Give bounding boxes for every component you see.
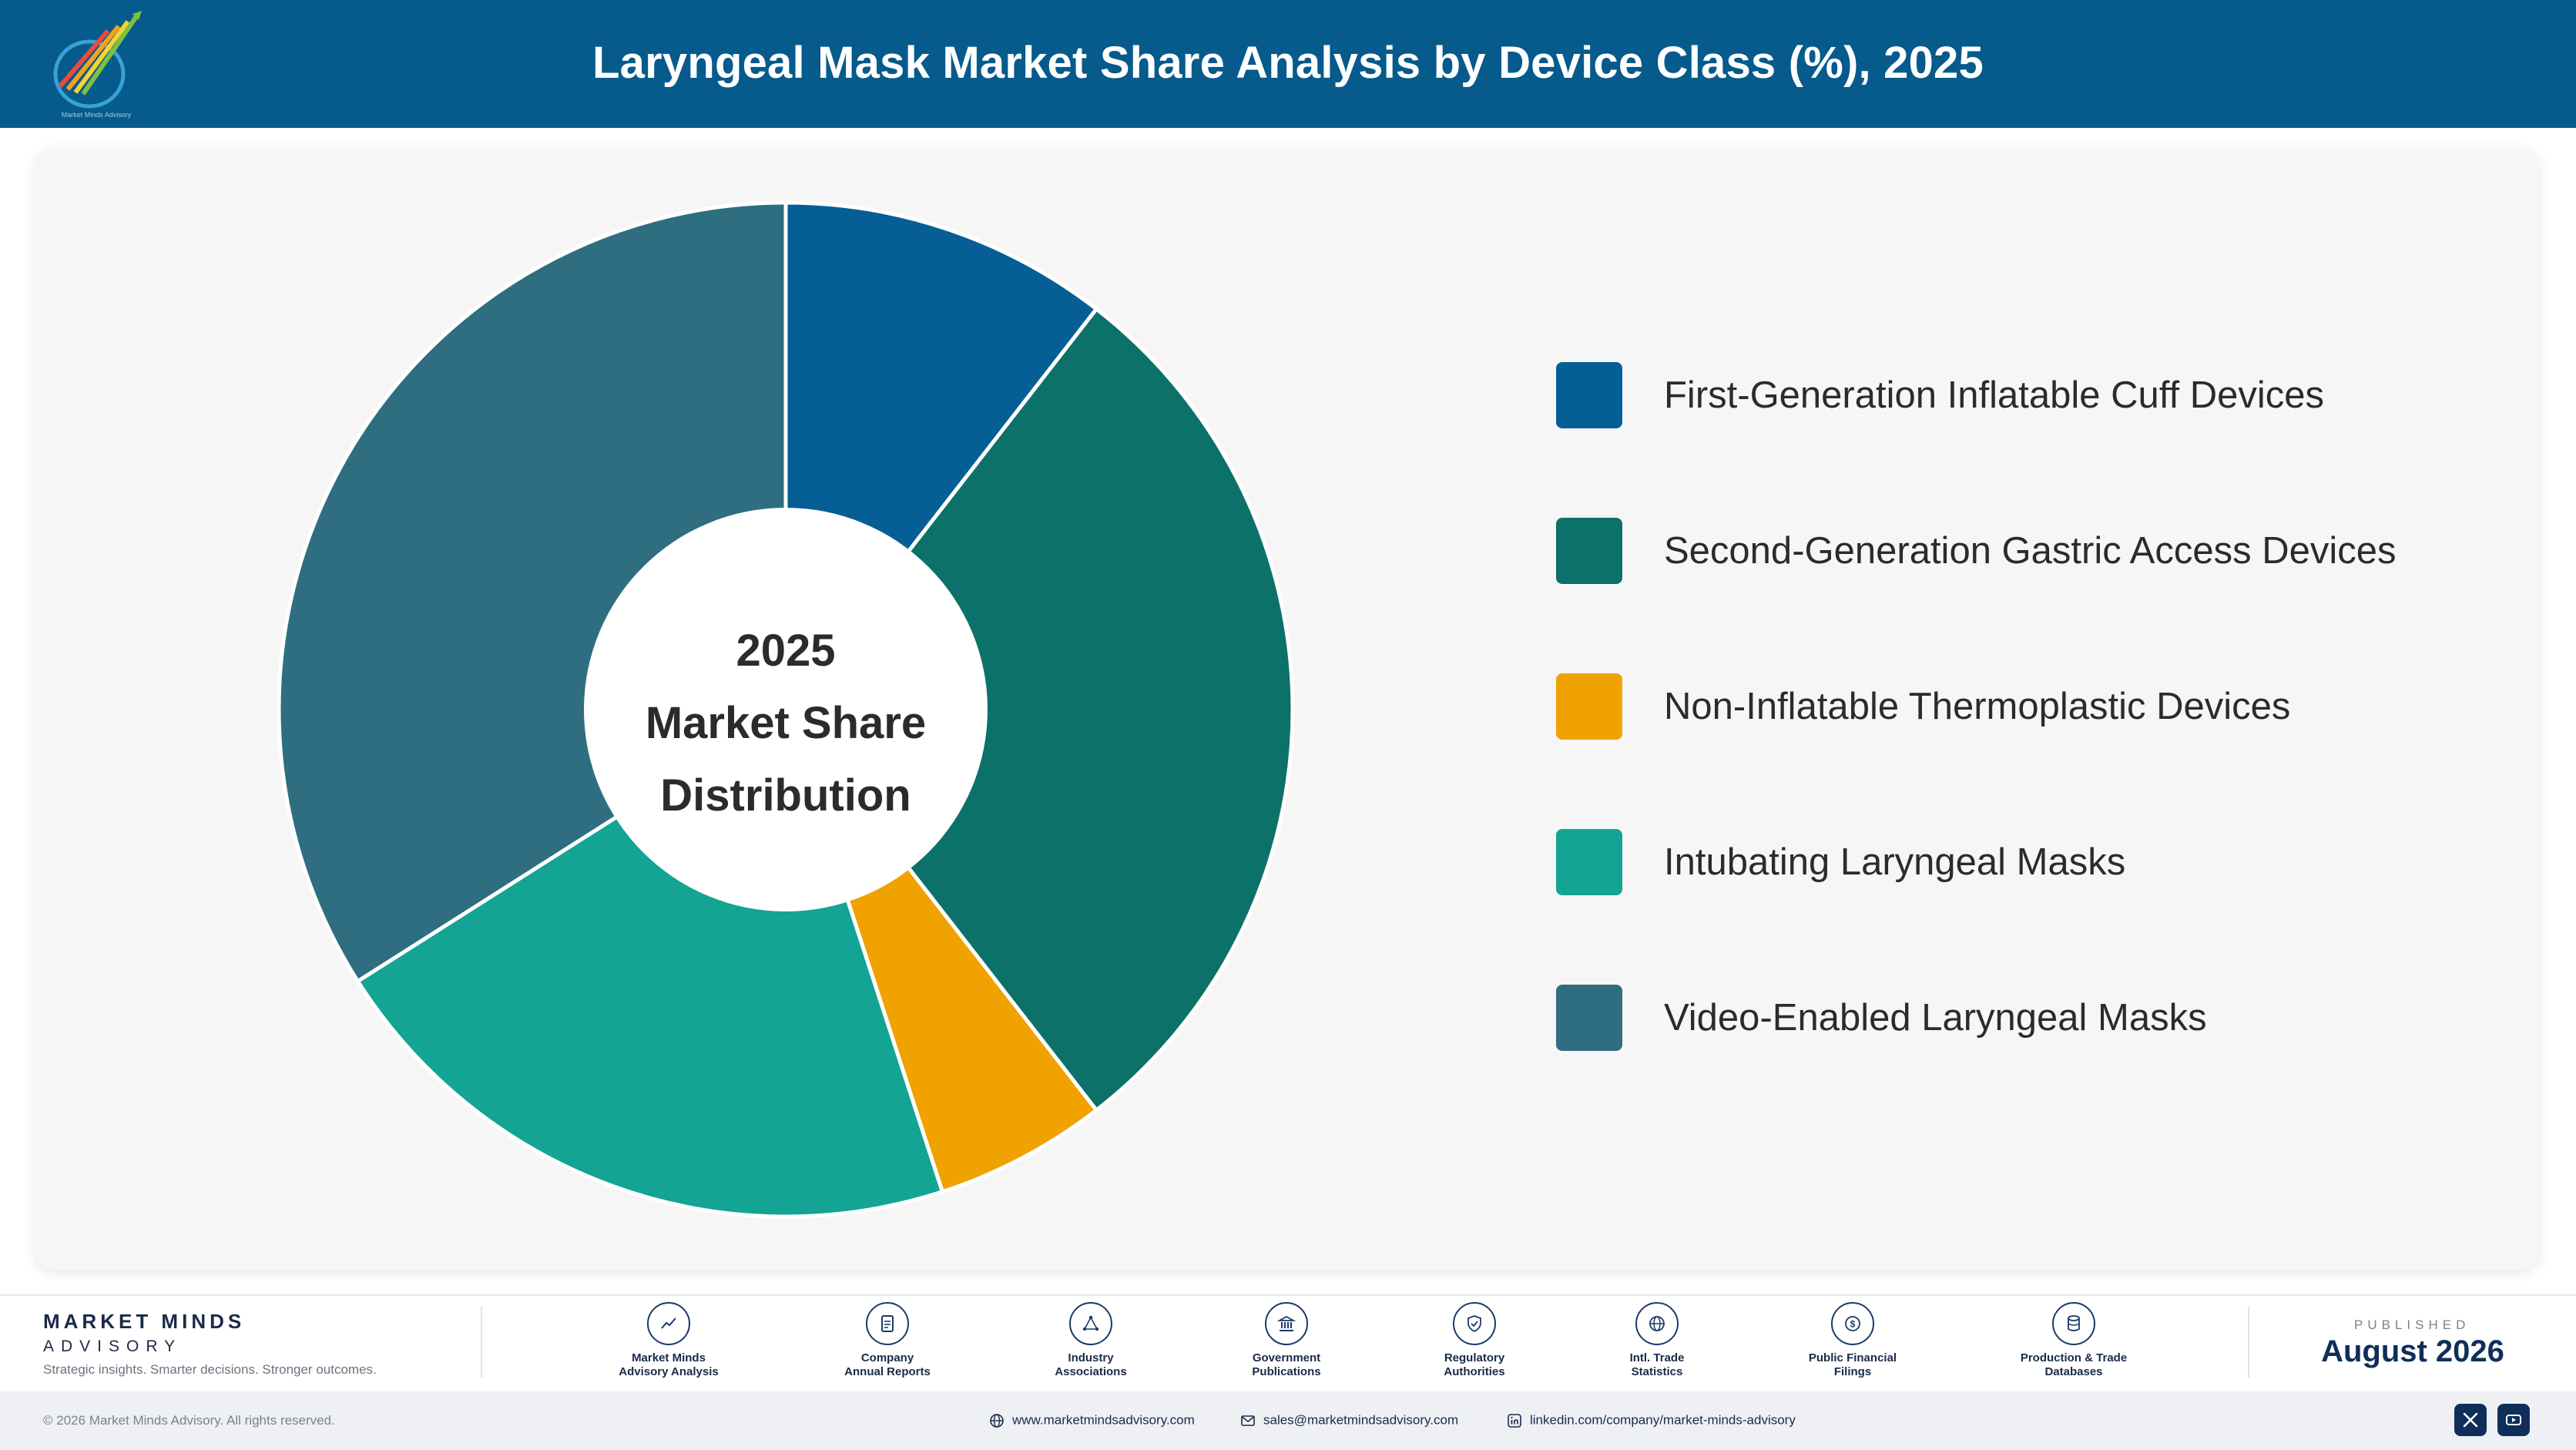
envelope-icon <box>1241 1415 1255 1426</box>
center-text-line2: Market Share <box>646 698 926 748</box>
legend-item[interactable]: Video-Enabled Laryngeal Masks <box>1556 985 2480 1052</box>
source-label-line1: Company <box>860 1351 914 1364</box>
copyright-text: © 2026 Market Minds Advisory. All rights… <box>43 1413 335 1428</box>
center-text-line3: Distribution <box>660 770 911 821</box>
source-label-line2: Publications <box>1252 1365 1321 1378</box>
source-label-line2: Advisory Analysis <box>619 1365 719 1378</box>
legend-swatch <box>1556 829 1622 895</box>
source-item: Company Annual Reports <box>810 1302 964 1379</box>
source-label: Government Publications <box>1209 1351 1363 1379</box>
source-label-line2: Statistics <box>1631 1365 1683 1378</box>
footer-divider <box>481 1307 482 1378</box>
youtube-social-button[interactable] <box>2497 1404 2530 1436</box>
globe-icon <box>1635 1302 1679 1345</box>
source-item: Industry Associations <box>1014 1302 1168 1379</box>
source-label-line1: Intl. Trade <box>1629 1351 1685 1364</box>
trend-chart-icon <box>647 1302 690 1345</box>
svg-text:$: $ <box>1850 1319 1856 1330</box>
legend-swatch <box>1556 985 1622 1051</box>
network-icon <box>1069 1302 1112 1345</box>
dollar-coin-icon: $ <box>1831 1302 1874 1345</box>
source-label-line1: Production & Trade <box>2020 1351 2128 1364</box>
legend-item[interactable]: Non-Inflatable Thermoplastic Devices <box>1556 673 2480 741</box>
source-item: Regulatory Authorities <box>1397 1302 1551 1379</box>
legend-swatch <box>1556 362 1622 428</box>
source-label-line2: Filings <box>1833 1365 1872 1378</box>
government-building-icon <box>1265 1302 1308 1345</box>
linkedin-text: linkedin.com/company/market-minds-adviso… <box>1530 1412 1796 1428</box>
x-social-button[interactable] <box>2454 1404 2487 1436</box>
source-item: Government Publications <box>1209 1302 1363 1379</box>
header-bar: Market Minds Advisory Laryngeal Mask Mar… <box>0 0 2576 128</box>
source-label: Company Annual Reports <box>810 1351 964 1379</box>
legend-item[interactable]: Second-Generation Gastric Access Devices <box>1556 518 2480 586</box>
source-label-line1: Public Financial <box>1808 1351 1897 1364</box>
email-text: sales@marketmindsadvisory.com <box>1263 1412 1459 1428</box>
published-label: PUBLISHED <box>2354 1317 2470 1332</box>
source-label-line1: Regulatory <box>1444 1351 1505 1364</box>
shield-check-icon <box>1453 1302 1496 1345</box>
source-label: Industry Associations <box>1014 1351 1168 1379</box>
website-text: www.marketmindsadvisory.com <box>1012 1412 1195 1428</box>
brand-name: MARKET MINDS <box>43 1310 246 1333</box>
source-label-line2: Associations <box>1055 1365 1127 1378</box>
legend-label: Non-Inflatable Thermoplastic Devices <box>1664 686 2291 727</box>
source-label-line1: Market Minds <box>632 1351 706 1364</box>
linkedin-icon <box>1508 1413 1521 1428</box>
source-label: Regulatory Authorities <box>1397 1351 1551 1379</box>
footer-bottom-bar <box>0 1391 2576 1450</box>
source-label: Market Minds Advisory Analysis <box>592 1351 746 1379</box>
linkedin-link[interactable]: linkedin.com/company/market-minds-adviso… <box>1507 1411 1796 1428</box>
source-item: $ Public Financial Filings <box>1776 1302 1930 1379</box>
legend-swatch <box>1556 673 1622 740</box>
donut-hole <box>584 508 988 911</box>
document-icon <box>866 1302 909 1345</box>
source-label: Public Financial Filings <box>1776 1351 1930 1379</box>
source-label-line1: Industry <box>1068 1351 1114 1364</box>
source-label-line2: Annual Reports <box>844 1365 931 1378</box>
legend-item[interactable]: First-Generation Inflatable Cuff Devices <box>1556 362 2480 430</box>
x-logo-icon <box>2463 1412 2478 1428</box>
legend-label: First-Generation Inflatable Cuff Devices <box>1664 374 2324 416</box>
center-text-year: 2025 <box>736 626 835 676</box>
email-link[interactable]: sales@marketmindsadvisory.com <box>1240 1411 1458 1428</box>
legend-swatch <box>1556 518 1622 584</box>
youtube-icon <box>2506 1415 2521 1425</box>
market-minds-logo-icon[interactable]: Market Minds Advisory <box>42 9 151 122</box>
brand-subtitle: ADVISORY <box>43 1338 183 1355</box>
published-date: August 2026 <box>2321 1334 2504 1368</box>
source-item: Intl. Trade Statistics <box>1580 1302 1734 1379</box>
source-label-line2: Databases <box>2044 1365 2103 1378</box>
footer-divider <box>2248 1307 2249 1378</box>
source-item: Market Minds Advisory Analysis <box>592 1302 746 1379</box>
page-title: Laryngeal Mask Market Share Analysis by … <box>592 38 1984 88</box>
globe-icon <box>990 1413 1004 1428</box>
source-label: Intl. Trade Statistics <box>1580 1351 1734 1379</box>
source-label: Production & Trade Databases <box>1997 1351 2151 1379</box>
source-label-line2: Authorities <box>1444 1365 1505 1378</box>
database-icon <box>2052 1302 2095 1345</box>
legend-label: Second-Generation Gastric Access Devices <box>1664 530 2397 572</box>
source-label-line1: Government <box>1252 1351 1321 1364</box>
legend-label: Intubating Laryngeal Masks <box>1664 841 2126 883</box>
website-link[interactable]: www.marketmindsadvisory.com <box>989 1411 1195 1428</box>
legend-item[interactable]: Intubating Laryngeal Masks <box>1556 829 2480 897</box>
source-item: Production & Trade Databases <box>1997 1302 2151 1379</box>
logo-text: Market Minds Advisory <box>62 111 132 119</box>
donut-slice-2[interactable] <box>783 306 1295 1113</box>
legend-label: Video-Enabled Laryngeal Masks <box>1664 997 2207 1039</box>
brand-tagline: Strategic insights. Smarter decisions. S… <box>43 1362 377 1377</box>
